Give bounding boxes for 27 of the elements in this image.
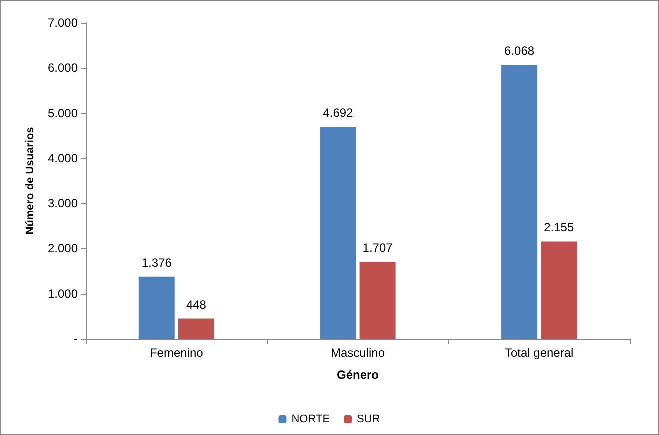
x-tick-label: Femenino (150, 346, 204, 360)
data-label: 4.692 (323, 106, 354, 120)
bar (320, 127, 356, 339)
x-axis-title: Género (336, 368, 380, 382)
legend-label: NORTE (292, 414, 330, 426)
bar (541, 242, 578, 339)
data-label: 2.155 (544, 220, 574, 235)
bar (138, 276, 175, 339)
y-tick-label: 2.000 (48, 242, 78, 256)
y-tick-label: 1.000 (48, 286, 78, 301)
y-tick-label: 4.000 (48, 151, 78, 166)
data-label: 1.707 (362, 240, 394, 255)
data-label: 6.068 (504, 44, 535, 58)
y-axis-title: Número de Usuarios (24, 127, 36, 235)
bar (502, 65, 538, 339)
bar (360, 262, 396, 339)
y-tick-label: 5.000 (48, 106, 78, 120)
data-label: 448 (186, 298, 207, 312)
legend-label: SUR (357, 414, 380, 426)
y-tick-label: 7.000 (48, 16, 78, 30)
y-tick-label: 3.000 (48, 196, 78, 211)
y-tick-label: 6.000 (48, 61, 78, 76)
x-tick-label: Masculino (330, 346, 386, 360)
x-tick-label: Total general (504, 346, 574, 360)
bar (178, 318, 214, 339)
y-tick-label: - (74, 332, 78, 346)
data-label: 1.376 (142, 256, 172, 270)
